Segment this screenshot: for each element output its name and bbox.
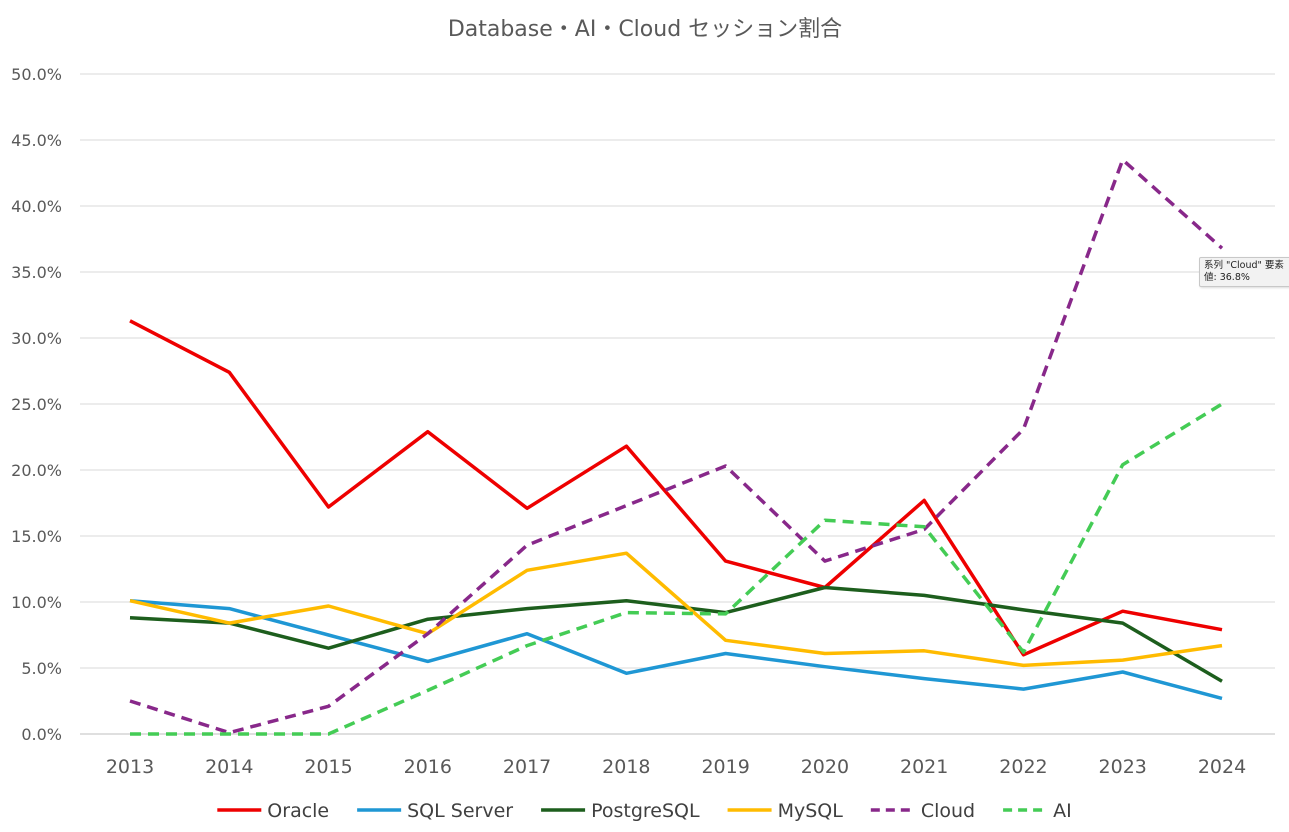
series-line-mysql[interactable] <box>129 551 1223 668</box>
chart-title: Database・AI・Cloud セッション割合 <box>448 17 842 42</box>
x-tick-label: 2021 <box>900 756 948 778</box>
y-tick-label: 20.0% <box>11 461 62 480</box>
y-tick-label: 15.0% <box>11 527 62 546</box>
series-line-sql-server[interactable] <box>129 598 1223 701</box>
x-tick-label: 2019 <box>701 756 749 778</box>
tooltip-value-line: 値: 36.8% <box>1204 272 1250 283</box>
y-tick-label: 25.0% <box>11 395 62 414</box>
y-tick-label: 30.0% <box>11 329 62 348</box>
x-tick-label: 2023 <box>1099 756 1147 778</box>
y-tick-label: 40.0% <box>11 197 62 216</box>
x-tick-label: 2020 <box>801 756 849 778</box>
tooltip-series-line: 系列 "Cloud" 要素 <box>1204 260 1284 271</box>
y-tick-label: 35.0% <box>11 263 62 282</box>
y-tick-label: 0.0% <box>21 725 62 744</box>
legend-label: Cloud <box>921 800 975 822</box>
legend-label: PostgreSQL <box>591 800 700 822</box>
x-tick-label: 2022 <box>999 756 1047 778</box>
x-tick-label: 2014 <box>205 756 253 778</box>
legend-label: AI <box>1053 800 1072 822</box>
y-tick-label: 10.0% <box>11 593 62 612</box>
x-tick-label: 2024 <box>1198 756 1246 778</box>
data-point-tooltip: 系列 "Cloud" 要素 値: 36.8% <box>1199 257 1289 287</box>
series-line-cloud[interactable] <box>129 158 1224 735</box>
gridlines <box>80 73 1275 735</box>
y-axis: 0.0% 5.0% 10.0% 15.0% 20.0% 25.0% 30.0% 35.0% 40… <box>11 65 62 744</box>
x-tick-label: 2015 <box>304 756 352 778</box>
series-line-ai[interactable] <box>130 402 1223 736</box>
y-tick-label: 50.0% <box>11 65 62 84</box>
legend: Oracle SQL Server PostgreSQL MySQL Cloud AI <box>217 800 1072 822</box>
legend-label: MySQL <box>778 800 844 822</box>
series-line-oracle[interactable] <box>129 319 1223 657</box>
x-tick-label: 2016 <box>404 756 452 778</box>
x-tick-label: 2018 <box>602 756 650 778</box>
legend-label: SQL Server <box>407 800 513 822</box>
legend-label: Oracle <box>267 800 329 822</box>
y-tick-label: 45.0% <box>11 131 62 150</box>
y-tick-label: 5.0% <box>21 659 62 678</box>
series-line-postgresql[interactable] <box>129 585 1223 683</box>
x-axis: 2013 2014 2015 2016 2017 2018 2019 2020 2021 2022… <box>106 756 1246 778</box>
series-lines[interactable] <box>129 158 1224 736</box>
x-tick-label: 2017 <box>503 756 551 778</box>
x-tick-label: 2013 <box>106 756 154 778</box>
